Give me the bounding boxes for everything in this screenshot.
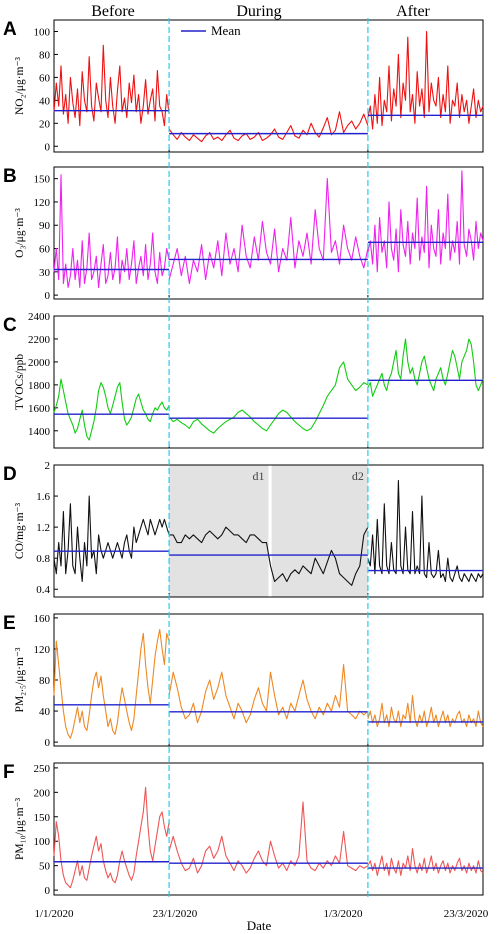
y-tick-label-0: 0.4 bbox=[36, 584, 50, 596]
y-tick-label-4: 80 bbox=[39, 49, 51, 61]
y-tick-label-0: 0 bbox=[45, 290, 51, 302]
y-tick-label-3: 120 bbox=[34, 644, 51, 656]
y-tick-label-3: 60 bbox=[39, 72, 51, 84]
panel-c: 1400 1600 1800 2000 2200 2400 TVOCs/ppb C bbox=[3, 311, 484, 449]
x-tick-label-0: 1/1/2020 bbox=[34, 908, 74, 920]
panel-letter: F bbox=[3, 762, 15, 783]
series-line-after bbox=[367, 479, 484, 583]
panel-frame bbox=[53, 166, 484, 300]
x-tick-label-3: 23/3/2020 bbox=[444, 908, 489, 920]
y-tick-label-5: 150 bbox=[34, 174, 51, 186]
y-tick-label-1: 0.8 bbox=[36, 553, 50, 565]
y-tick-label-1: 30 bbox=[39, 267, 51, 279]
period-label-after: After bbox=[396, 3, 430, 20]
y-tick-label-1: 1600 bbox=[28, 403, 51, 415]
series-line-during bbox=[168, 663, 369, 724]
y-tick-label-4: 200 bbox=[34, 787, 51, 799]
y-tick-label-0: 0 bbox=[45, 885, 51, 897]
panel-b: 0 30 60 90 120 150 O₃/μg·m⁻³ B bbox=[3, 166, 484, 302]
series-line-before bbox=[53, 378, 170, 441]
series-line-before bbox=[53, 44, 170, 127]
panel-letter: D bbox=[3, 464, 17, 485]
panel-frame bbox=[53, 613, 484, 747]
x-tick-label-2: 1/3/2020 bbox=[323, 908, 363, 920]
y-tick-label-4: 2 bbox=[45, 460, 51, 472]
y-tick-label-1: 20 bbox=[39, 118, 51, 130]
period-boundaries bbox=[168, 18, 369, 897]
series-line-before bbox=[53, 628, 170, 739]
legend: Mean bbox=[181, 23, 241, 38]
panel-letter: B bbox=[3, 166, 17, 187]
shaded-region-d1 bbox=[169, 465, 269, 597]
series-line-during bbox=[168, 361, 369, 434]
x-tick-label-1: 23/1/2020 bbox=[153, 908, 198, 920]
shaded-region-label-d1: d1 bbox=[253, 469, 265, 483]
panels: 020406080100NO₂/μg·m⁻³A0306090120150O₃/μ… bbox=[3, 19, 484, 897]
y-tick-label-4: 160 bbox=[34, 613, 51, 625]
series-line-before bbox=[53, 786, 170, 889]
y-tick-label-2: 60 bbox=[39, 244, 51, 256]
y-tick-label-5: 250 bbox=[34, 763, 51, 775]
series-line-during bbox=[169, 526, 369, 586]
y-tick-label-1: 40 bbox=[39, 706, 51, 718]
series-line-during bbox=[168, 111, 369, 143]
series-line-after bbox=[367, 848, 484, 876]
x-axis-title: Date bbox=[247, 918, 272, 933]
legend-mean-label: Mean bbox=[211, 23, 241, 38]
panel-frame bbox=[53, 762, 484, 896]
y-axis-title: O₃/μg·m⁻³ bbox=[14, 208, 26, 258]
y-axis-title: PM₁₀/μg·m⁻³ bbox=[14, 797, 26, 860]
panel-f: 0 50 100 150 200 250 PM₁₀/μg·m⁻³ F bbox=[3, 762, 484, 897]
panel-letter: A bbox=[3, 19, 17, 40]
y-tick-label-2: 100 bbox=[34, 836, 51, 848]
shaded-region-label-d2: d2 bbox=[352, 469, 364, 483]
y-axis-title: PM₂.₅/μg·m⁻³ bbox=[14, 647, 26, 712]
panel-e: 0 40 80 120 160 PM₂.₅/μg·m⁻³ E bbox=[3, 613, 484, 749]
series-line-before bbox=[53, 174, 170, 288]
y-tick-label-3: 150 bbox=[34, 812, 51, 824]
y-tick-label-3: 1.6 bbox=[36, 491, 50, 503]
y-tick-label-3: 90 bbox=[39, 220, 51, 232]
y-tick-label-2: 80 bbox=[39, 675, 51, 687]
y-tick-label-0: 0 bbox=[45, 141, 51, 153]
panel-frame bbox=[53, 464, 484, 598]
panel-d: d1 d2 0.4 0.8 1.2 1.6 2 CO/mg·m⁻³ D bbox=[3, 460, 484, 598]
period-label-before: Before bbox=[91, 3, 135, 20]
y-tick-label-0: 0 bbox=[45, 737, 51, 749]
y-axis-title: TVOCs/ppb bbox=[14, 354, 26, 410]
panel-letter: E bbox=[3, 613, 16, 634]
y-tick-label-2: 1800 bbox=[28, 380, 51, 392]
y-tick-label-5: 2400 bbox=[28, 311, 51, 323]
y-tick-label-0: 1400 bbox=[28, 426, 51, 438]
series-line-before bbox=[53, 495, 170, 583]
y-tick-label-3: 2000 bbox=[28, 357, 51, 369]
y-tick-label-2: 40 bbox=[39, 95, 51, 107]
series-line-after bbox=[367, 170, 484, 273]
shaded-region-d2 bbox=[271, 465, 368, 597]
series-line-after bbox=[367, 338, 484, 397]
panel-frame bbox=[53, 19, 484, 153]
y-tick-label-5: 100 bbox=[34, 26, 51, 38]
panel-frame bbox=[53, 315, 484, 449]
period-labels: Before During After bbox=[91, 3, 430, 20]
y-tick-label-2: 1.2 bbox=[36, 522, 50, 534]
y-axis-title: CO/mg·m⁻³ bbox=[14, 502, 26, 559]
series-line-after bbox=[367, 694, 484, 728]
y-tick-label-4: 120 bbox=[34, 197, 51, 209]
x-axis: 1/1/2020 23/1/2020 1/3/2020 23/3/2020 Da… bbox=[34, 908, 488, 933]
series-line-during bbox=[168, 178, 369, 285]
series-line-after bbox=[367, 30, 484, 130]
y-axis-title: NO₂/μg·m⁻³ bbox=[14, 56, 26, 115]
panel-letter: C bbox=[3, 315, 17, 336]
panel-a: 0 20 40 60 80 100 NO₂/μg·m⁻³ A bbox=[3, 19, 484, 153]
series-line-during bbox=[168, 801, 369, 874]
y-tick-label-4: 2200 bbox=[28, 334, 51, 346]
y-tick-label-1: 50 bbox=[39, 861, 51, 873]
period-label-during: During bbox=[236, 3, 281, 20]
